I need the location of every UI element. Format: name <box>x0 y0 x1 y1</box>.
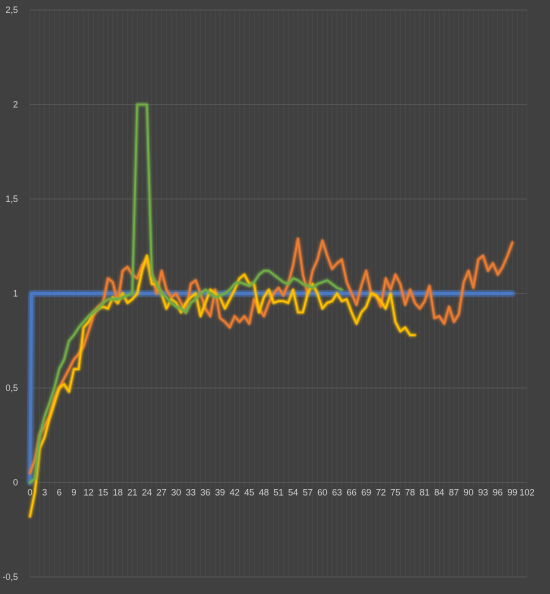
x-tick-label: 15 <box>98 488 108 498</box>
series-line <box>28 292 514 484</box>
x-tick-label: 72 <box>376 488 386 498</box>
x-axis-tick-labels: 0 3 6 9 12 15 18 21 24 27 30 33 36 39 42 45 48 51 54 57 60 63… <box>27 488 534 498</box>
x-tick-label: 99 <box>507 488 517 498</box>
x-tick-label: 18 <box>113 488 123 498</box>
x-tick-label: 45 <box>244 488 254 498</box>
x-tick-label: 33 <box>186 488 196 498</box>
x-tick-label: 42 <box>230 488 240 498</box>
y-axis-tick-labels: -0,5 0 0,5 1 1,5 2 2,5 <box>2 5 18 582</box>
x-tick-label: 27 <box>157 488 167 498</box>
y-tick-label: 0,5 <box>5 383 18 393</box>
y-tick-label: 1,5 <box>5 194 18 204</box>
x-tick-label: 6 <box>57 488 62 498</box>
x-tick-label: 69 <box>361 488 371 498</box>
y-tick-label: -0,5 <box>2 572 18 582</box>
y-tick-label: 0 <box>13 478 18 488</box>
x-tick-label: 63 <box>332 488 342 498</box>
y-tick-label: 2 <box>13 100 18 110</box>
x-tick-label: 21 <box>127 488 137 498</box>
x-tick-label: 24 <box>142 488 152 498</box>
x-tick-label: 9 <box>71 488 76 498</box>
x-tick-label: 36 <box>200 488 210 498</box>
x-tick-label: 90 <box>464 488 474 498</box>
x-tick-label: 39 <box>215 488 225 498</box>
x-tick-label: 30 <box>171 488 181 498</box>
x-tick-label: 60 <box>317 488 327 498</box>
series-lines <box>26 102 516 519</box>
series-line <box>29 103 343 484</box>
x-tick-label: 12 <box>83 488 93 498</box>
y-tick-label: 2,5 <box>5 5 18 15</box>
x-tick-label: 81 <box>420 488 430 498</box>
x-tick-label: 57 <box>303 488 313 498</box>
y-tick-label: 1 <box>13 289 18 299</box>
x-tick-label: 51 <box>273 488 283 498</box>
x-tick-label: 54 <box>288 488 298 498</box>
x-tick-label: 96 <box>493 488 503 498</box>
x-tick-label: 87 <box>449 488 459 498</box>
x-tick-label: 66 <box>347 488 357 498</box>
x-tick-label: 3 <box>42 488 47 498</box>
x-tick-label: 84 <box>434 488 444 498</box>
x-tick-label: 102 <box>519 488 534 498</box>
x-tick-label: 0 <box>27 488 32 498</box>
x-tick-label: 48 <box>259 488 269 498</box>
x-tick-label: 75 <box>390 488 400 498</box>
x-tick-label: 78 <box>405 488 415 498</box>
x-tick-label: 93 <box>478 488 488 498</box>
